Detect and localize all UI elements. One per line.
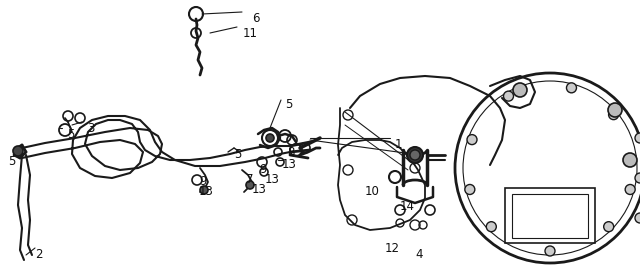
Circle shape (608, 103, 622, 117)
Circle shape (623, 153, 637, 167)
Text: 3: 3 (87, 122, 94, 135)
Text: 5: 5 (8, 155, 15, 168)
Circle shape (625, 185, 635, 195)
Text: 12: 12 (385, 242, 400, 255)
Circle shape (604, 222, 614, 232)
Circle shape (566, 83, 577, 93)
Text: 6: 6 (252, 12, 259, 25)
Text: 4: 4 (415, 248, 422, 261)
Text: 13: 13 (199, 185, 214, 198)
Circle shape (410, 150, 420, 160)
Text: 13: 13 (252, 183, 267, 196)
Circle shape (545, 246, 555, 256)
Circle shape (504, 91, 513, 101)
Text: 11: 11 (243, 27, 258, 40)
Text: 7: 7 (246, 173, 253, 186)
Circle shape (635, 213, 640, 223)
Circle shape (467, 135, 477, 144)
Circle shape (635, 133, 640, 143)
Text: 14: 14 (400, 200, 415, 213)
Text: 1: 1 (395, 138, 403, 151)
Circle shape (266, 134, 274, 142)
Text: 5: 5 (285, 98, 292, 111)
Circle shape (407, 147, 423, 163)
Text: 5: 5 (234, 148, 241, 161)
Text: 8: 8 (287, 146, 294, 159)
Circle shape (246, 181, 254, 189)
Text: 10: 10 (365, 185, 380, 198)
Circle shape (635, 173, 640, 183)
Circle shape (486, 222, 496, 232)
Circle shape (513, 83, 527, 97)
Circle shape (200, 186, 208, 194)
Circle shape (13, 146, 23, 156)
Text: 9: 9 (199, 175, 207, 188)
Text: 13: 13 (265, 173, 280, 186)
Bar (512, 194, 588, 238)
Text: 2: 2 (35, 248, 42, 261)
Text: 13: 13 (282, 158, 297, 171)
Bar (505, 188, 595, 243)
Circle shape (465, 185, 475, 195)
Text: 5: 5 (67, 128, 74, 141)
Text: 9: 9 (259, 163, 266, 176)
Circle shape (609, 110, 619, 120)
